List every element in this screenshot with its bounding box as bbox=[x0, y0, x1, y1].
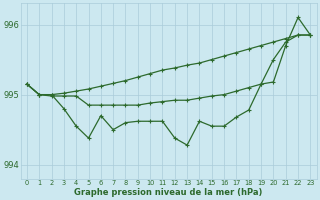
X-axis label: Graphe pression niveau de la mer (hPa): Graphe pression niveau de la mer (hPa) bbox=[75, 188, 263, 197]
